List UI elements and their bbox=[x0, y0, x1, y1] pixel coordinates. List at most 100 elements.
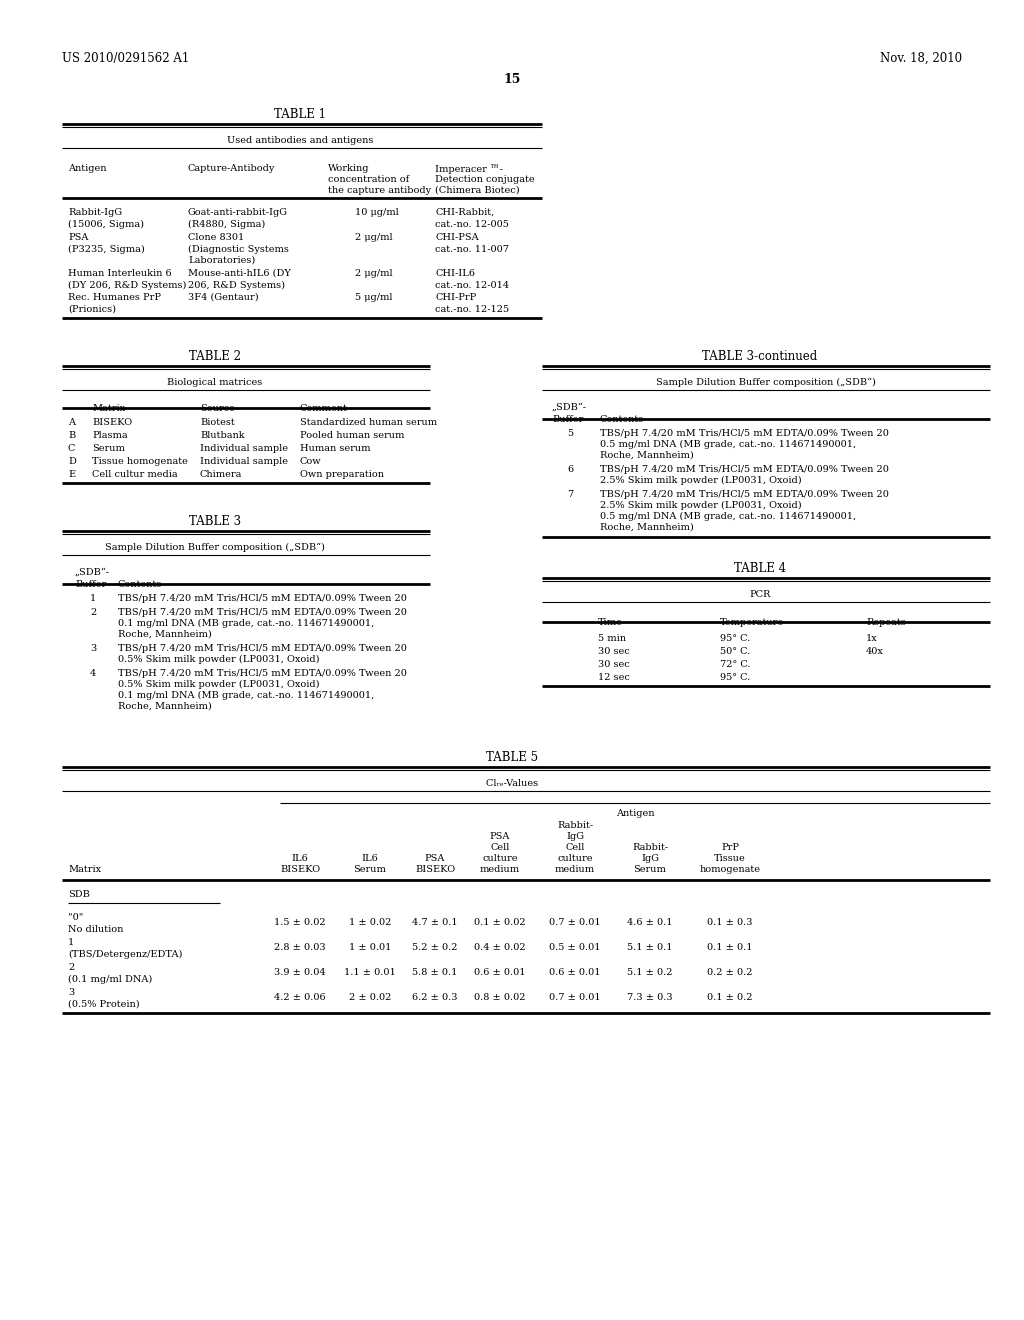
Text: 15: 15 bbox=[504, 73, 520, 86]
Text: TBS/pH 7.4/20 mM Tris/HCl/5 mM EDTA/0.09% Tween 20: TBS/pH 7.4/20 mM Tris/HCl/5 mM EDTA/0.09… bbox=[600, 465, 889, 474]
Text: Comment: Comment bbox=[300, 404, 348, 413]
Text: concentration of: concentration of bbox=[328, 176, 410, 183]
Text: CHI-IL6: CHI-IL6 bbox=[435, 269, 475, 279]
Text: 0.7 ± 0.01: 0.7 ± 0.01 bbox=[549, 917, 601, 927]
Text: 0.1 mg/ml DNA (MB grade, cat.-no. 114671490001,: 0.1 mg/ml DNA (MB grade, cat.-no. 114671… bbox=[118, 619, 374, 628]
Text: Laboratories): Laboratories) bbox=[188, 256, 255, 265]
Text: Imperacer ™-: Imperacer ™- bbox=[435, 164, 503, 173]
Text: Buffer: Buffer bbox=[75, 579, 106, 589]
Text: 30 sec: 30 sec bbox=[598, 647, 630, 656]
Text: (15006, Sigma): (15006, Sigma) bbox=[68, 220, 144, 230]
Text: E: E bbox=[68, 470, 75, 479]
Text: (0.1 mg/ml DNA): (0.1 mg/ml DNA) bbox=[68, 975, 153, 985]
Text: Chimera: Chimera bbox=[200, 470, 243, 479]
Text: Plasma: Plasma bbox=[92, 432, 128, 440]
Text: D: D bbox=[68, 457, 76, 466]
Text: Serum: Serum bbox=[353, 865, 386, 874]
Text: 50° C.: 50° C. bbox=[720, 647, 751, 656]
Text: TBS/pH 7.4/20 mM Tris/HCl/5 mM EDTA/0.09% Tween 20: TBS/pH 7.4/20 mM Tris/HCl/5 mM EDTA/0.09… bbox=[118, 594, 407, 603]
Text: Cell: Cell bbox=[490, 843, 510, 851]
Text: Roche, Mannheim): Roche, Mannheim) bbox=[118, 702, 212, 711]
Text: Individual sample: Individual sample bbox=[200, 457, 288, 466]
Text: (Prionics): (Prionics) bbox=[68, 305, 116, 314]
Text: 3: 3 bbox=[68, 987, 75, 997]
Text: 2.5% Skim milk powder (LP0031, Oxoid): 2.5% Skim milk powder (LP0031, Oxoid) bbox=[600, 502, 802, 510]
Text: 0.1 ± 0.2: 0.1 ± 0.2 bbox=[708, 993, 753, 1002]
Text: PSA: PSA bbox=[68, 234, 88, 242]
Text: 0.5% Skim milk powder (LP0031, Oxoid): 0.5% Skim milk powder (LP0031, Oxoid) bbox=[118, 680, 319, 689]
Text: 0.1 ± 0.02: 0.1 ± 0.02 bbox=[474, 917, 525, 927]
Text: Clᵣₑ⁣-Values: Clᵣₑ⁣-Values bbox=[486, 779, 538, 788]
Text: Serum: Serum bbox=[92, 444, 125, 453]
Text: Human Interleukin 6: Human Interleukin 6 bbox=[68, 269, 172, 279]
Text: cat.-no. 12-014: cat.-no. 12-014 bbox=[435, 281, 509, 290]
Text: Individual sample: Individual sample bbox=[200, 444, 288, 453]
Text: 3: 3 bbox=[90, 644, 96, 653]
Text: cat.-no. 12-125: cat.-no. 12-125 bbox=[435, 305, 509, 314]
Text: Time: Time bbox=[598, 618, 623, 627]
Text: US 2010/0291562 A1: US 2010/0291562 A1 bbox=[62, 51, 189, 65]
Text: Buffer: Buffer bbox=[552, 414, 584, 424]
Text: 5.1 ± 0.2: 5.1 ± 0.2 bbox=[628, 968, 673, 977]
Text: Capture-Antibody: Capture-Antibody bbox=[188, 164, 275, 173]
Text: PSA: PSA bbox=[489, 832, 510, 841]
Text: Rec. Humanes PrP: Rec. Humanes PrP bbox=[68, 293, 161, 302]
Text: 0.5 mg/ml DNA (MB grade, cat.-no. 114671490001,: 0.5 mg/ml DNA (MB grade, cat.-no. 114671… bbox=[600, 440, 856, 449]
Text: 0.2 ± 0.2: 0.2 ± 0.2 bbox=[708, 968, 753, 977]
Text: Cow: Cow bbox=[300, 457, 322, 466]
Text: Pooled human serum: Pooled human serum bbox=[300, 432, 404, 440]
Text: medium: medium bbox=[480, 865, 520, 874]
Text: cat.-no. 11-007: cat.-no. 11-007 bbox=[435, 246, 509, 253]
Text: 0.5 mg/ml DNA (MB grade, cat.-no. 114671490001,: 0.5 mg/ml DNA (MB grade, cat.-no. 114671… bbox=[600, 512, 856, 521]
Text: CHI-PrP: CHI-PrP bbox=[435, 293, 476, 302]
Text: (Diagnostic Systems: (Diagnostic Systems bbox=[188, 246, 289, 255]
Text: Serum: Serum bbox=[634, 865, 667, 874]
Text: IL6: IL6 bbox=[292, 854, 308, 863]
Text: 1: 1 bbox=[90, 594, 96, 603]
Text: 2: 2 bbox=[68, 964, 75, 972]
Text: 4.6 ± 0.1: 4.6 ± 0.1 bbox=[628, 917, 673, 927]
Text: Own preparation: Own preparation bbox=[300, 470, 384, 479]
Text: Repeats: Repeats bbox=[866, 618, 906, 627]
Text: 5 min: 5 min bbox=[598, 634, 626, 643]
Text: TABLE 1: TABLE 1 bbox=[274, 108, 326, 121]
Text: „SDB“-: „SDB“- bbox=[552, 403, 587, 412]
Text: 5: 5 bbox=[567, 429, 573, 438]
Text: the capture antibody: the capture antibody bbox=[328, 186, 431, 195]
Text: Temperature: Temperature bbox=[720, 618, 784, 627]
Text: C: C bbox=[68, 444, 76, 453]
Text: Rabbit-: Rabbit- bbox=[557, 821, 593, 830]
Text: 2: 2 bbox=[90, 609, 96, 616]
Text: Source: Source bbox=[200, 404, 234, 413]
Text: 95° C.: 95° C. bbox=[720, 673, 751, 682]
Text: 5.2 ± 0.2: 5.2 ± 0.2 bbox=[413, 942, 458, 952]
Text: 3F4 (Gentaur): 3F4 (Gentaur) bbox=[188, 293, 259, 302]
Text: 95° C.: 95° C. bbox=[720, 634, 751, 643]
Text: TABLE 5: TABLE 5 bbox=[486, 751, 538, 764]
Text: 1 ± 0.02: 1 ± 0.02 bbox=[349, 917, 391, 927]
Text: TBS/pH 7.4/20 mM Tris/HCl/5 mM EDTA/0.09% Tween 20: TBS/pH 7.4/20 mM Tris/HCl/5 mM EDTA/0.09… bbox=[118, 669, 407, 678]
Text: Biological matrices: Biological matrices bbox=[167, 378, 262, 387]
Text: TABLE 2: TABLE 2 bbox=[189, 350, 241, 363]
Text: Human serum: Human serum bbox=[300, 444, 371, 453]
Text: No dilution: No dilution bbox=[68, 925, 123, 935]
Text: 0.5% Skim milk powder (LP0031, Oxoid): 0.5% Skim milk powder (LP0031, Oxoid) bbox=[118, 655, 319, 664]
Text: IL6: IL6 bbox=[361, 854, 379, 863]
Text: BISEKO: BISEKO bbox=[92, 418, 132, 426]
Text: 6.2 ± 0.3: 6.2 ± 0.3 bbox=[413, 993, 458, 1002]
Text: 2 ± 0.02: 2 ± 0.02 bbox=[349, 993, 391, 1002]
Text: 5.1 ± 0.1: 5.1 ± 0.1 bbox=[628, 942, 673, 952]
Text: TABLE 3-continued: TABLE 3-continued bbox=[702, 350, 817, 363]
Text: Matrix: Matrix bbox=[92, 404, 125, 413]
Text: TABLE 4: TABLE 4 bbox=[734, 562, 786, 576]
Text: 4: 4 bbox=[90, 669, 96, 678]
Text: Used antibodies and antigens: Used antibodies and antigens bbox=[226, 136, 373, 145]
Text: "0": "0" bbox=[68, 913, 83, 921]
Text: 5 μg/ml: 5 μg/ml bbox=[355, 293, 392, 302]
Text: PSA: PSA bbox=[425, 854, 445, 863]
Text: Biotest: Biotest bbox=[200, 418, 234, 426]
Text: 0.5 ± 0.01: 0.5 ± 0.01 bbox=[549, 942, 601, 952]
Text: Roche, Mannheim): Roche, Mannheim) bbox=[600, 523, 693, 532]
Text: (Chimera Biotec): (Chimera Biotec) bbox=[435, 186, 519, 195]
Text: A: A bbox=[68, 418, 75, 426]
